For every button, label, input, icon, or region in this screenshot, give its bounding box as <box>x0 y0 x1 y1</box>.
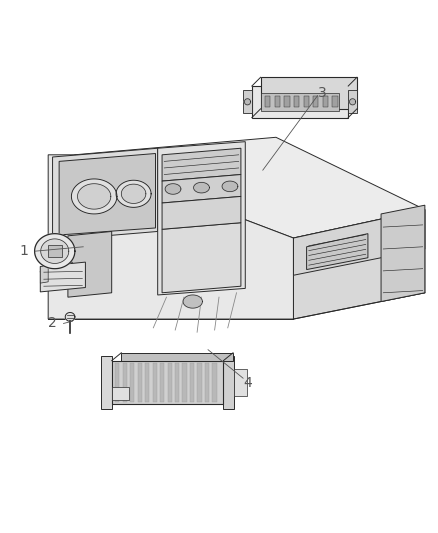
Polygon shape <box>68 231 112 297</box>
Polygon shape <box>162 197 241 229</box>
Polygon shape <box>160 363 164 402</box>
Polygon shape <box>294 96 299 107</box>
Polygon shape <box>59 154 155 235</box>
Polygon shape <box>243 91 252 113</box>
Polygon shape <box>48 245 62 257</box>
Polygon shape <box>158 142 245 295</box>
Polygon shape <box>53 148 158 240</box>
Polygon shape <box>40 265 48 283</box>
Polygon shape <box>165 184 181 194</box>
Polygon shape <box>234 369 247 395</box>
Polygon shape <box>194 182 209 193</box>
Polygon shape <box>293 209 425 275</box>
Text: 2: 2 <box>48 317 57 330</box>
Polygon shape <box>112 361 223 405</box>
Polygon shape <box>307 233 368 270</box>
Polygon shape <box>205 363 209 402</box>
Polygon shape <box>115 363 119 402</box>
Polygon shape <box>198 363 201 402</box>
Polygon shape <box>101 356 112 409</box>
Polygon shape <box>78 184 111 209</box>
Polygon shape <box>261 93 339 111</box>
Polygon shape <box>71 179 117 214</box>
Text: 1: 1 <box>20 244 28 258</box>
Polygon shape <box>261 77 357 109</box>
Polygon shape <box>138 363 142 402</box>
Polygon shape <box>332 96 338 107</box>
Polygon shape <box>183 295 202 308</box>
Text: 4: 4 <box>243 376 252 390</box>
Polygon shape <box>152 363 157 402</box>
Polygon shape <box>74 138 425 238</box>
Polygon shape <box>65 312 75 321</box>
Polygon shape <box>252 86 348 118</box>
Polygon shape <box>275 96 280 107</box>
Polygon shape <box>348 91 357 113</box>
Polygon shape <box>41 239 69 263</box>
Polygon shape <box>293 209 425 319</box>
Polygon shape <box>162 174 241 203</box>
Polygon shape <box>244 99 251 105</box>
Polygon shape <box>162 148 241 181</box>
Polygon shape <box>130 363 134 402</box>
Text: 3: 3 <box>318 86 326 101</box>
Polygon shape <box>175 363 179 402</box>
Polygon shape <box>145 363 149 402</box>
Polygon shape <box>212 363 216 402</box>
Polygon shape <box>323 96 328 107</box>
Polygon shape <box>350 99 356 105</box>
Polygon shape <box>381 205 425 302</box>
Polygon shape <box>190 363 194 402</box>
Polygon shape <box>121 353 233 361</box>
Polygon shape <box>304 96 309 107</box>
Polygon shape <box>123 363 127 402</box>
Polygon shape <box>112 387 129 400</box>
Polygon shape <box>265 96 270 107</box>
Polygon shape <box>52 262 72 278</box>
Polygon shape <box>183 363 187 402</box>
Polygon shape <box>167 363 172 402</box>
Polygon shape <box>116 180 151 207</box>
Polygon shape <box>121 184 146 204</box>
Polygon shape <box>313 96 318 107</box>
Polygon shape <box>222 181 238 191</box>
Polygon shape <box>284 96 290 107</box>
Polygon shape <box>162 223 241 293</box>
Polygon shape <box>35 233 75 269</box>
Polygon shape <box>48 155 293 319</box>
Polygon shape <box>223 356 234 409</box>
Polygon shape <box>40 262 85 292</box>
